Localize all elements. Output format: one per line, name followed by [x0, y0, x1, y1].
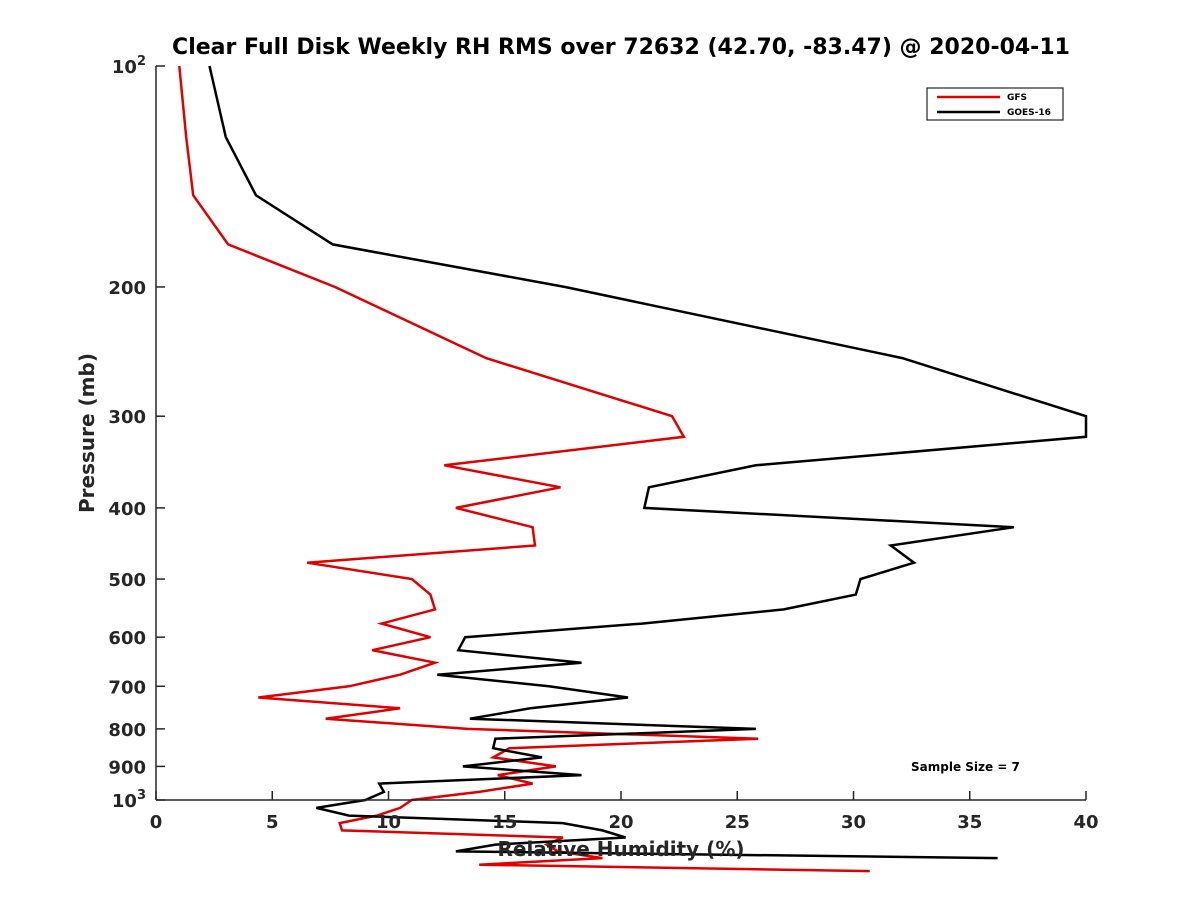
chart-title: Clear Full Disk Weekly RH RMS over 72632… [172, 35, 1070, 60]
x-axis-label: Relative Humidity (%) [497, 837, 744, 861]
y-axis-label: Pressure (mb) [75, 353, 99, 513]
y-tick-label: 500 [108, 570, 146, 591]
x-tick-label: 15 [492, 812, 517, 833]
y-tick-label: 102 [112, 54, 146, 78]
y-tick-label: 200 [108, 278, 146, 299]
x-tick-label: 10 [376, 812, 401, 833]
legend-label-gfs: GFS [1007, 93, 1027, 103]
x-ticks: 0 5 10 15 20 25 30 35 40 [150, 791, 1099, 833]
x-tick-label: 0 [150, 812, 163, 833]
y-tick-label: 800 [108, 720, 146, 741]
y-tick-label: 600 [108, 628, 146, 649]
y-ticks: 102 200 300 400 500 600 700 800 900 103 [108, 54, 165, 812]
x-tick-label: 35 [957, 812, 982, 833]
series-layer [178, 65, 1088, 873]
x-tick-label: 25 [725, 812, 750, 833]
x-tick-label: 5 [266, 812, 279, 833]
legend: GFS GOES-16 [926, 87, 1064, 121]
legend-label-goes-16: GOES-16 [1007, 108, 1051, 118]
x-tick-label: 20 [608, 812, 633, 833]
x-tick-label: 40 [1073, 812, 1098, 833]
plot-area [156, 66, 1086, 800]
y-tick-label: 300 [108, 407, 146, 428]
y-tick-label: 400 [108, 499, 146, 520]
series-line-goes-16 [208, 65, 1088, 860]
x-tick-label: 30 [841, 812, 866, 833]
y-tick-label: 700 [108, 677, 146, 698]
series-line-gfs [178, 65, 870, 873]
y-tick-label: 103 [112, 788, 146, 812]
y-tick-label: 900 [108, 757, 146, 778]
sample-size-annotation: Sample Size = 7 [911, 760, 1020, 774]
legend-box [926, 87, 1064, 121]
